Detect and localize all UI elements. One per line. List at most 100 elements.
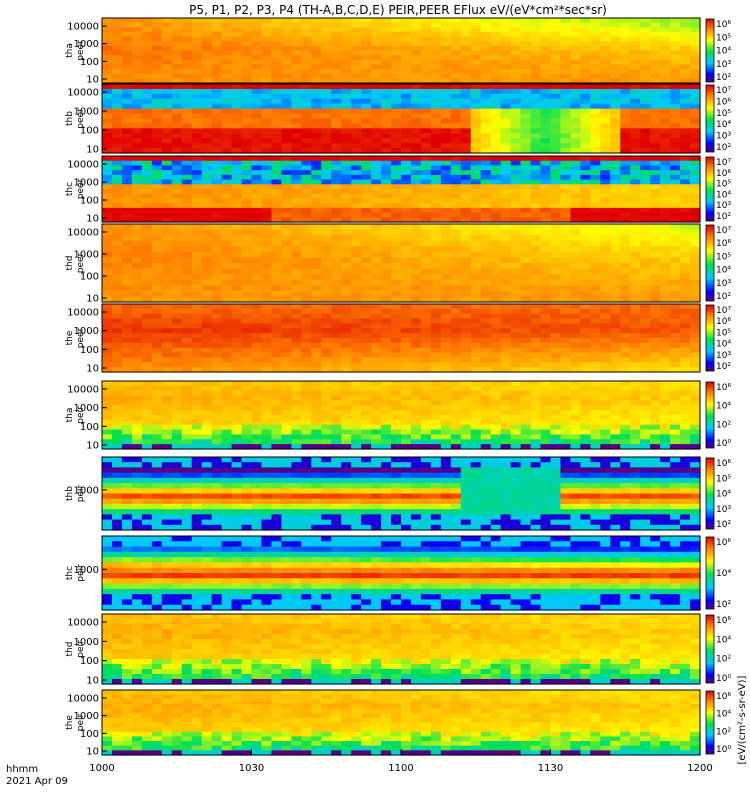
spectrogram-cell <box>430 50 442 56</box>
spectrogram-cell <box>510 59 522 66</box>
spectrogram-cell <box>410 395 422 402</box>
spectrogram-cell <box>490 434 502 440</box>
spectrogram-cell <box>560 434 572 440</box>
spectrogram-cell <box>540 279 552 286</box>
spectrogram-cell <box>420 36 432 42</box>
spectrogram-cell <box>530 308 542 315</box>
spectrogram-cell <box>171 31 183 38</box>
spectrogram-cell <box>261 333 273 339</box>
spectrogram-cell <box>490 170 502 176</box>
spectrogram-cell <box>520 362 532 368</box>
spectrogram-cell <box>131 98 143 105</box>
spectrogram-cell <box>580 424 591 431</box>
spectrogram-cell <box>540 444 552 450</box>
spectrogram-cell <box>311 240 322 247</box>
spectrogram-cell <box>590 285 601 292</box>
spectrogram-cell <box>281 274 292 281</box>
spectrogram-cell <box>530 296 542 303</box>
spectrogram-cell <box>281 367 292 373</box>
spectrogram-cell <box>680 279 691 286</box>
spectrogram-cell <box>550 160 562 167</box>
spectrogram-cell <box>381 357 392 363</box>
spectrogram-cell <box>102 290 113 298</box>
spectrogram-cell <box>181 193 193 200</box>
spectrogram-cell <box>530 410 542 416</box>
spectrogram-cell <box>191 338 203 344</box>
spectrogram-cell <box>331 268 342 275</box>
spectrogram-cell <box>381 123 392 129</box>
spectrogram-cell <box>231 415 243 421</box>
spectrogram-cell <box>321 429 332 436</box>
spectrogram-cell <box>121 415 133 421</box>
spectrogram-cell <box>281 347 292 354</box>
spectrogram-cell <box>221 69 233 75</box>
spectrogram-cell <box>371 138 382 144</box>
spectrogram-cell <box>381 229 392 236</box>
spectrogram-cell <box>311 274 322 281</box>
spectrogram-cell <box>401 347 412 354</box>
spectrogram-cell <box>231 179 243 185</box>
spectrogram-cell <box>221 217 233 223</box>
spectrogram-cell <box>600 148 611 154</box>
spectrogram-cell <box>381 235 392 242</box>
spectrogram-cell <box>151 405 163 411</box>
spectrogram-cell <box>590 184 601 190</box>
spectrogram-cell <box>241 367 253 373</box>
spectrogram-cell <box>131 444 143 450</box>
spectrogram-cell <box>381 189 392 195</box>
spectrogram-cell <box>450 268 462 275</box>
spectrogram-cell <box>520 367 532 373</box>
spectrogram-cell <box>251 170 263 176</box>
spectrogram-cell <box>161 78 173 84</box>
spectrogram-cell <box>500 268 512 275</box>
spectrogram-cell <box>650 160 661 167</box>
spectrogram-cell <box>630 323 641 329</box>
spectrogram-cell <box>331 434 342 440</box>
spectrogram-cell <box>231 224 243 231</box>
spectrogram-cell <box>570 148 581 154</box>
spectrogram-cell <box>141 268 153 275</box>
spectrogram-cell <box>281 415 292 421</box>
spectrogram-cell <box>161 224 173 231</box>
spectrogram-cell <box>211 338 223 344</box>
spectrogram-cell <box>430 381 442 387</box>
spectrogram-cell <box>570 88 581 95</box>
spectrogram-cell <box>141 123 153 129</box>
spectrogram-cell <box>221 36 233 42</box>
spectrogram-cell <box>311 123 322 129</box>
spectrogram-cell <box>470 338 482 344</box>
spectrogram-cell <box>680 184 691 190</box>
spectrogram-cell <box>241 410 253 416</box>
spectrogram-cell <box>331 229 342 236</box>
spectrogram-cell <box>351 128 362 134</box>
spectrogram-cell <box>560 108 572 115</box>
spectrogram-cell <box>460 381 472 387</box>
spectrogram-cell <box>221 170 233 176</box>
spectrogram-cell <box>201 444 213 450</box>
spectrogram-cell <box>321 27 332 33</box>
spectrogram-cell <box>161 296 173 303</box>
spectrogram-cell <box>161 41 173 47</box>
spectrogram-cell <box>480 22 492 28</box>
spectrogram-cell <box>321 229 332 236</box>
spectrogram-cell <box>520 69 532 75</box>
colorbar-tick-label: 10⁶ <box>716 239 731 249</box>
spectrogram-cell <box>331 246 342 253</box>
spectrogram-cell <box>102 285 113 292</box>
spectrogram-cell <box>331 444 342 450</box>
spectrogram-cell <box>111 93 123 100</box>
spectrogram-cell <box>490 279 502 286</box>
spectrogram-cell <box>470 229 482 236</box>
spectrogram-cell <box>151 347 163 354</box>
panel-probe-label: thb <box>65 111 75 126</box>
spectrogram-cell <box>650 73 661 79</box>
spectrogram-cell <box>450 347 462 354</box>
spectrogram-cell <box>670 304 681 310</box>
spectrogram-cell <box>131 434 143 440</box>
spectrogram-cell <box>550 395 562 402</box>
spectrogram-cell <box>410 50 422 56</box>
spectrogram-cell <box>590 133 601 139</box>
spectrogram-cell <box>510 93 522 100</box>
spectrogram-cell <box>620 357 631 363</box>
spectrogram-cell <box>480 50 492 56</box>
